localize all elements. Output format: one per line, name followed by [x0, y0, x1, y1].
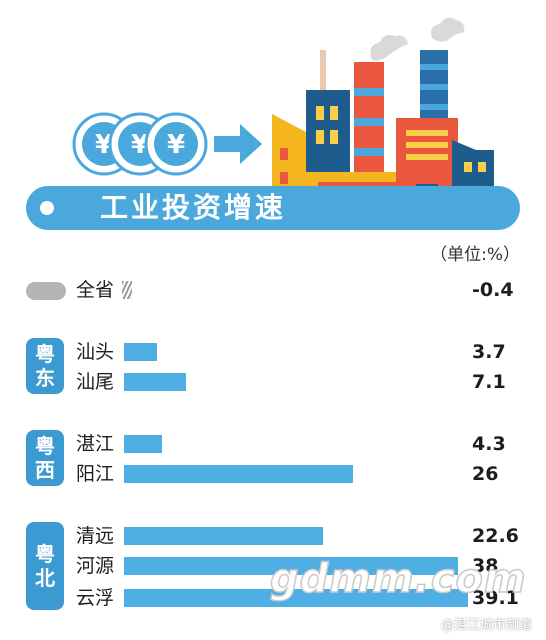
region-badge-char: 东	[35, 366, 55, 390]
bar	[124, 373, 186, 391]
category-label: 清远	[76, 525, 115, 547]
svg-text:¥: ¥	[131, 130, 149, 160]
region-badge-north: 粤 北	[26, 522, 64, 610]
svg-text:¥: ¥	[95, 130, 113, 160]
province-marker	[26, 282, 66, 300]
bar	[122, 281, 132, 299]
category-label: 阳江	[76, 463, 115, 485]
value-label: 7.1	[472, 371, 506, 393]
region-badge-char: 西	[35, 458, 55, 482]
pole	[320, 50, 326, 110]
value-label: 39.1	[472, 587, 519, 609]
svg-text:¥: ¥	[167, 130, 185, 160]
bar	[124, 435, 162, 453]
weibo-credit: @湛江城市频道	[440, 618, 532, 633]
unit-label: （单位:%）	[430, 245, 520, 265]
arrow-right-icon	[214, 124, 262, 164]
region-badge-char: 粤	[35, 542, 55, 566]
value-label: 4.3	[472, 433, 506, 455]
value-label: 3.7	[472, 341, 506, 363]
category-label: 云浮	[76, 587, 115, 609]
value-label: 38	[472, 555, 499, 577]
category-label: 全省	[76, 279, 115, 301]
category-label: 汕头	[76, 341, 115, 363]
region-badge-char: 粤	[35, 342, 55, 366]
bar	[124, 465, 353, 483]
bar	[124, 589, 468, 607]
bar	[124, 527, 323, 545]
value-label: -0.4	[472, 279, 514, 301]
category-label: 湛江	[76, 433, 115, 455]
title-banner: 工业投资增速	[26, 186, 520, 230]
bar	[124, 343, 157, 361]
smoke-icon	[370, 34, 408, 61]
yuan-coin-icon: ¥	[144, 112, 208, 176]
smoke-icon	[431, 17, 465, 42]
value-label: 26	[472, 463, 499, 485]
region-badge-east: 粤 东	[26, 338, 64, 394]
chart-title: 工业投资增速	[100, 191, 287, 224]
region-badge-char: 北	[35, 566, 55, 590]
region-badge-char: 粤	[35, 434, 55, 458]
category-label: 河源	[76, 555, 115, 577]
region-badge-west: 粤 西	[26, 430, 64, 486]
value-label: 22.6	[472, 525, 519, 547]
bullet-dot-icon	[40, 201, 54, 215]
watermark: gdmm.com	[269, 555, 527, 603]
bar	[124, 557, 458, 575]
category-label: 汕尾	[76, 371, 115, 393]
